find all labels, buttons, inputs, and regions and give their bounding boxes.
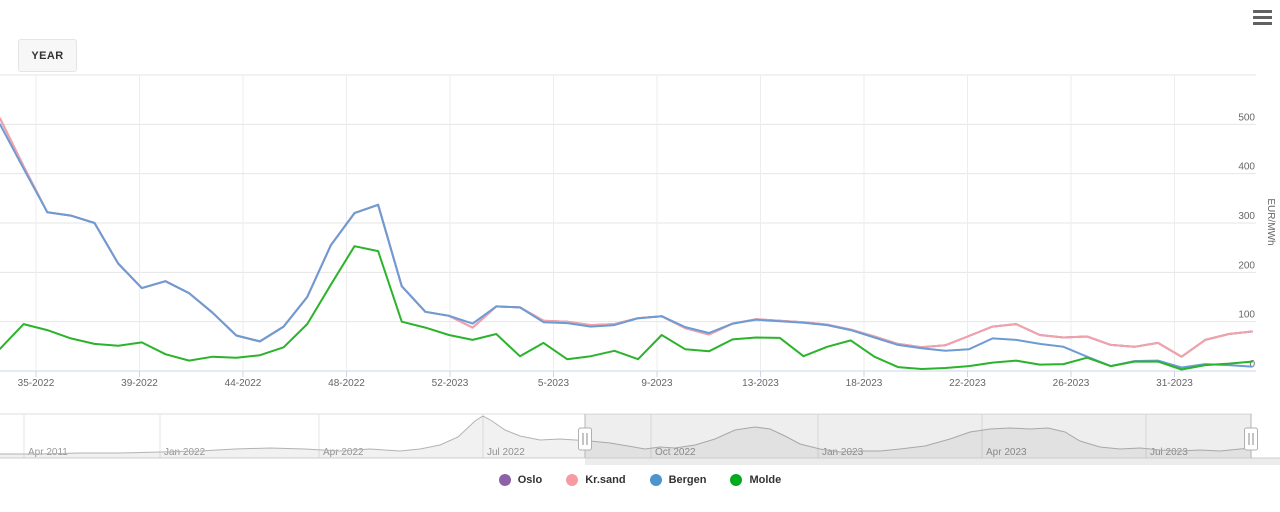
navigator-axis-label: Jan 2023 — [822, 447, 864, 458]
legend-item-oslo[interactable]: Oslo — [498, 474, 543, 486]
x-axis-label: 22-2023 — [949, 378, 986, 389]
series-line-bergen[interactable] — [0, 123, 1253, 369]
navigator-left-handle[interactable] — [578, 427, 592, 451]
y-axis-label: 400 — [1238, 162, 1255, 173]
y-axis-label: 100 — [1238, 310, 1255, 321]
x-axis-label: 48-2022 — [328, 378, 365, 389]
x-axis-label: 44-2022 — [225, 378, 262, 389]
hamburger-bar — [1253, 22, 1272, 25]
legend-label: Oslo — [517, 474, 543, 486]
hamburger-menu-icon[interactable] — [1252, 9, 1273, 26]
navigator-axis-label: Apr 2011 — [28, 447, 68, 458]
legend-marker-icon — [649, 474, 662, 486]
navigator-selected-range[interactable] — [585, 414, 1251, 458]
legend-label: Bergen — [668, 474, 707, 486]
legend-label: Kr.sand — [585, 474, 626, 486]
series-line-molde[interactable] — [0, 245, 1253, 371]
navigator-right-handle[interactable] — [1244, 427, 1258, 451]
y-axis-label: 300 — [1238, 211, 1255, 222]
x-axis-label: 13-2023 — [742, 378, 779, 389]
hamburger-bar — [1253, 16, 1272, 19]
x-axis-label: 52-2023 — [432, 378, 469, 389]
x-axis-label: 35-2022 — [18, 378, 55, 389]
legend: Oslo Kr.sand Bergen Molde — [0, 471, 1280, 489]
x-axis-label: 5-2023 — [538, 378, 570, 389]
legend-marker-icon — [730, 474, 743, 486]
x-axis-label: 39-2022 — [121, 378, 158, 389]
legend-item-bergen[interactable]: Bergen — [649, 474, 707, 486]
y-axis-label: 500 — [1238, 112, 1255, 123]
y-axis-title: EUR/MWh — [1265, 198, 1276, 245]
scrollbar-thumb[interactable] — [585, 458, 1280, 466]
legend-marker-icon — [498, 474, 511, 486]
hamburger-bar — [1253, 10, 1272, 13]
navigator-axis-label: Jul 2023 — [1150, 447, 1188, 458]
legend-item-molde[interactable]: Molde — [730, 474, 781, 486]
x-axis-label: 9-2023 — [641, 378, 673, 389]
y-axis-label: 0 — [1249, 359, 1255, 370]
navigator-axis-label: Apr 2023 — [986, 447, 1027, 458]
x-axis-label: 31-2023 — [1156, 378, 1193, 389]
navigator-series-area — [0, 416, 1252, 458]
navigator-axis-label: Apr 2022 — [323, 447, 364, 458]
y-axis-label: 200 — [1238, 260, 1255, 271]
legend-marker-icon — [566, 474, 579, 486]
x-axis-label: 18-2023 — [846, 378, 883, 389]
navigator-axis-label: Oct 2022 — [655, 447, 696, 458]
navigator-axis-label: Jul 2022 — [487, 447, 525, 458]
range-selector-year-button[interactable]: YEAR — [18, 39, 77, 72]
x-axis-label: 26-2023 — [1053, 378, 1090, 389]
legend-label: Molde — [749, 474, 782, 486]
legend-item-krsand[interactable]: Kr.sand — [566, 474, 626, 486]
navigator-series-line — [0, 415, 1253, 455]
navigator-axis-label: Jan 2022 — [164, 447, 206, 458]
